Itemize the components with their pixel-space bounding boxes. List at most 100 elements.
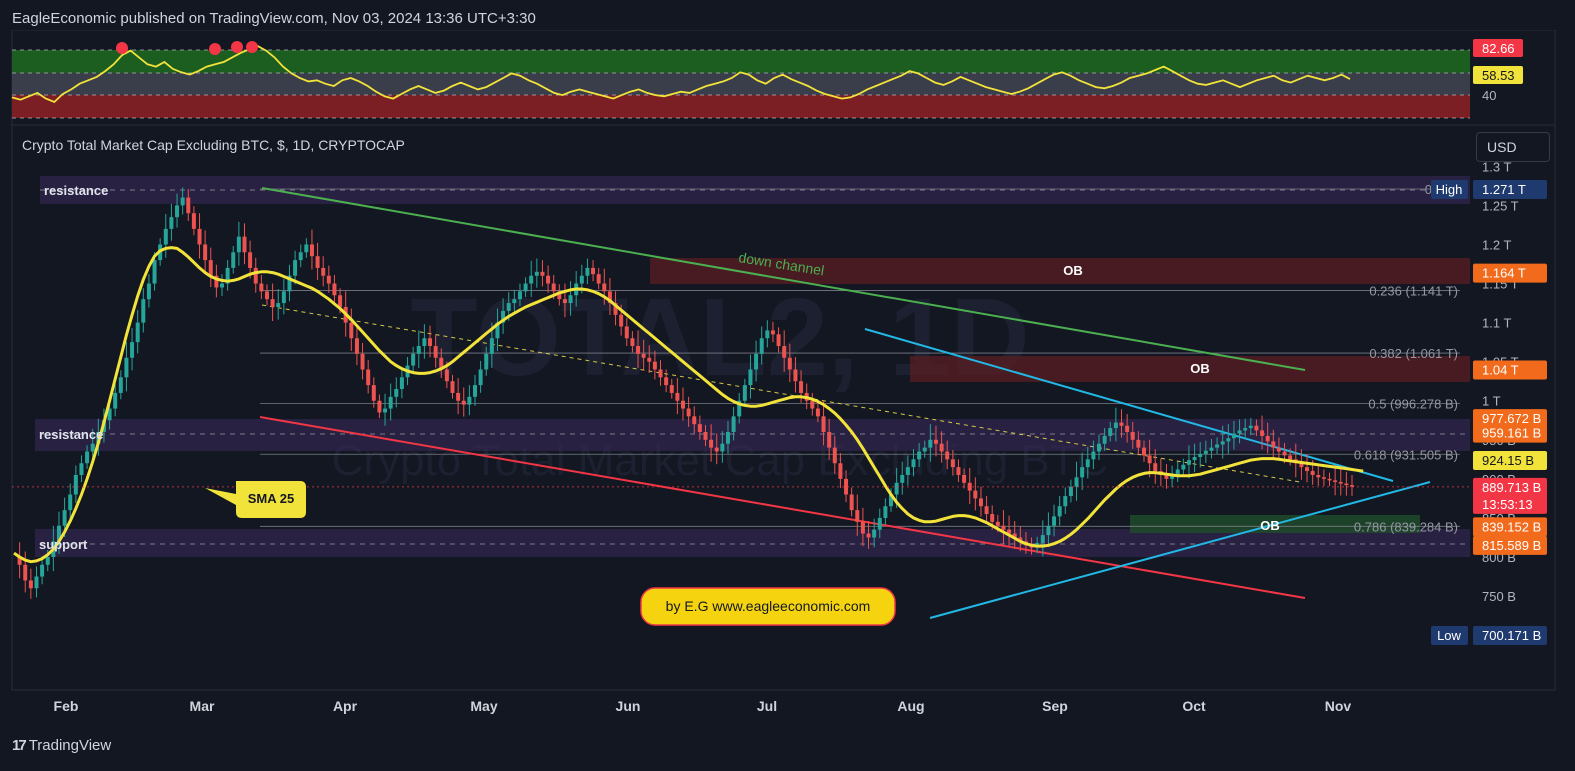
candle-body (748, 369, 753, 386)
candle-body (793, 369, 798, 382)
candle-body (1170, 474, 1175, 479)
candle-body (799, 381, 804, 393)
candle-body (287, 275, 292, 292)
ob-label-upper: OB (1063, 263, 1083, 278)
candle-body (1333, 480, 1338, 482)
candle-body (1046, 525, 1051, 536)
candle-body (242, 236, 247, 253)
support-zone (35, 529, 1470, 557)
candle-body (692, 416, 697, 425)
price-tag-value-5: 924.15 B (1482, 453, 1534, 468)
candle-body (551, 283, 556, 292)
candle-body (917, 451, 922, 460)
candle-body (844, 478, 849, 495)
price-tag-4 (1473, 423, 1547, 443)
candle-body (1254, 425, 1259, 431)
candle-body (652, 361, 657, 370)
candle-body (883, 506, 888, 518)
candle-body (1248, 425, 1253, 429)
candle-body (849, 494, 854, 511)
price-tag-8 (1473, 535, 1547, 555)
price-tag-1 (1473, 263, 1547, 283)
candle-body (113, 392, 118, 409)
candle-body (28, 580, 33, 589)
candle-body (79, 463, 84, 475)
x-tick-label: May (470, 698, 497, 714)
candle-body (461, 400, 466, 405)
candle-body (1125, 425, 1130, 432)
tradingview-logo[interactable]: 17 TradingView (12, 737, 111, 754)
candle-body (326, 275, 331, 284)
candle-body (354, 338, 359, 354)
candle-body (130, 342, 135, 358)
fib-label-4: 0.618 (931.505 B) (1354, 447, 1458, 462)
candle-body (838, 463, 843, 479)
candle-body (720, 443, 725, 452)
candle-body (1265, 435, 1270, 442)
candle-body (1186, 460, 1191, 465)
candle-body (950, 459, 955, 468)
candle-body (259, 283, 264, 292)
candle-body (776, 334, 781, 347)
candle-body (1119, 422, 1124, 426)
candle-body (40, 564, 45, 577)
price-tag-value-2: 1.04 T (1482, 362, 1519, 377)
candle-body (214, 275, 219, 288)
candle-body (236, 236, 241, 253)
candle-body (1164, 474, 1169, 479)
price-tag-6 (1473, 477, 1547, 514)
candle-body (203, 244, 208, 261)
candle-body (1057, 506, 1062, 517)
candle-body (1063, 496, 1068, 507)
price-tag-value-4: 959.161 B (1482, 426, 1541, 441)
chart-title: Crypto Total Market Cap Excluding BTC, $… (22, 137, 405, 153)
candle-body (1007, 529, 1012, 534)
candle-body (765, 330, 770, 339)
candle-body (293, 260, 298, 276)
candle-body (349, 322, 354, 339)
candle-body (1130, 431, 1135, 440)
rsi-oversold-zone (12, 95, 1470, 118)
candle-body (1327, 478, 1332, 481)
candle-body (675, 392, 680, 401)
resistance-zone-mid (35, 419, 1470, 451)
price-tag-badge-label: High (1436, 182, 1463, 197)
candle-body (163, 228, 168, 245)
candle-body (1203, 450, 1208, 454)
candle-body (85, 451, 90, 464)
candle-body (624, 326, 629, 339)
down-channel-top-line (261, 187, 1306, 371)
candle-body (1147, 455, 1152, 464)
candle-body (169, 217, 174, 229)
candle-body (135, 322, 140, 343)
candle-body (321, 267, 326, 276)
rsi-overbought-dot (209, 43, 221, 55)
rsi-value-tag (1473, 39, 1523, 57)
candle-body (1192, 456, 1197, 461)
credit-label: by E.G www.eagleeconomic.com (666, 598, 871, 614)
candle-body (73, 474, 78, 495)
candle-body (973, 490, 978, 499)
candle-body (815, 408, 820, 417)
candle-body (118, 377, 123, 393)
resistance-label-top: resistance (44, 183, 108, 198)
x-tick-label: Feb (54, 698, 79, 714)
candle-body (546, 275, 551, 284)
currency-button[interactable]: USD (1476, 132, 1550, 162)
price-tag-value-8: 815.589 B (1482, 538, 1541, 553)
candle-body (967, 482, 972, 491)
candle-body (1198, 453, 1203, 457)
candle-body (264, 291, 269, 300)
price-tag-value-1: 1.164 T (1482, 266, 1526, 281)
candle-body (281, 291, 286, 304)
y-tick-label: 1.3 T (1482, 159, 1511, 174)
rsi-overbought-dot (246, 41, 258, 53)
candle-body (737, 400, 742, 417)
price-tag-value-6: 889.713 B (1482, 480, 1541, 495)
candle-body (1231, 433, 1236, 439)
candle-body (630, 338, 635, 347)
price-tag-value-0: 1.271 T (1482, 182, 1526, 197)
candle-body (472, 385, 477, 397)
candle-body (309, 244, 314, 257)
